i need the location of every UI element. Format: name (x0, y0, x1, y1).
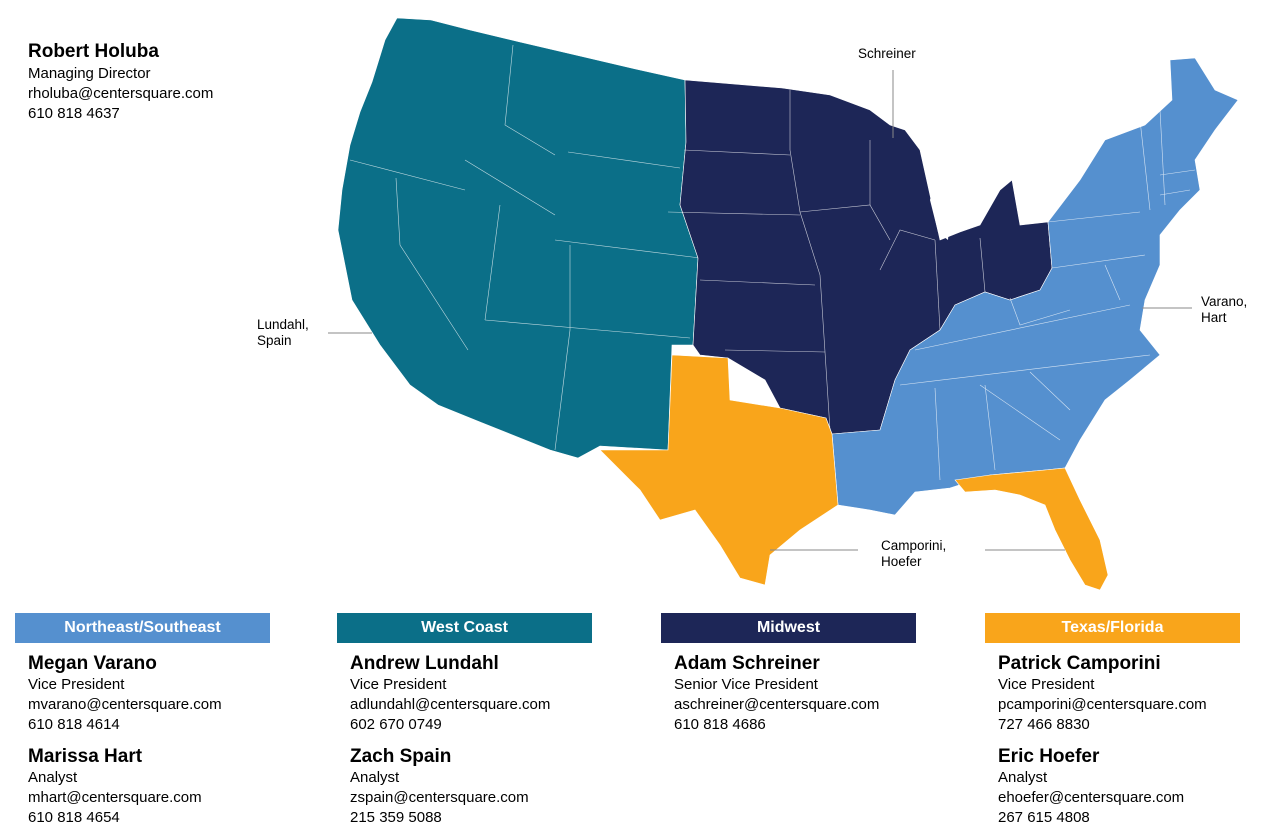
contact-title: Vice President (998, 676, 1095, 693)
us-region-map (328, 17, 1239, 591)
region-texas-shape (599, 354, 839, 586)
director-contact: Robert Holuba Managing Director rholuba@… (28, 40, 213, 124)
region-northeast-southeast-shape (831, 57, 1239, 516)
contact-phone: 267 615 4808 (998, 809, 1090, 826)
callout-lundahl-spain: Lundahl, Spain (257, 317, 309, 349)
region-header-texas-florida: Texas/Florida (985, 613, 1240, 643)
director-phone: 610 818 4637 (28, 105, 120, 122)
region-midwest: Midwest Adam Schreiner Senior Vice Presi… (661, 613, 916, 735)
contact-title: Analyst (350, 769, 400, 786)
callout-lundahl-spain-line1: Lundahl, (257, 317, 309, 332)
region-header-west-coast: West Coast (337, 613, 592, 643)
contact-name: Eric Hoefer (998, 746, 1100, 767)
contact-email: aschreiner@centersquare.com (674, 696, 880, 713)
region-texas-florida: Texas/Florida Patrick Camporini Vice Pre… (985, 613, 1240, 828)
contact-phone: 610 818 4654 (28, 809, 120, 826)
contact-card: Patrick Camporini Vice President pcampor… (998, 653, 1240, 735)
region-florida-shape (954, 467, 1109, 591)
callout-varano-hart: Varano, Hart (1201, 294, 1247, 326)
callout-lundahl-spain-line2: Spain (257, 333, 292, 348)
contact-title: Vice President (350, 676, 447, 693)
callout-schreiner: Schreiner (858, 46, 916, 62)
contact-card: Marissa Hart Analyst mhart@centersquare.… (28, 746, 270, 828)
contact-email: mhart@centersquare.com (28, 789, 202, 806)
callout-varano-hart-line1: Varano, (1201, 294, 1248, 309)
callout-camporini-hoefer: Camporini, Hoefer (881, 538, 946, 570)
callout-varano-hart-line2: Hart (1201, 310, 1227, 325)
region-header-midwest: Midwest (661, 613, 916, 643)
contact-name: Megan Varano (28, 653, 157, 674)
director-title: Managing Director (28, 65, 151, 82)
contact-title: Analyst (998, 769, 1048, 786)
contact-phone: 610 818 4614 (28, 716, 120, 733)
region-west-coast-shape (337, 17, 699, 459)
contact-name: Marissa Hart (28, 746, 143, 767)
contact-name: Adam Schreiner (674, 653, 820, 674)
contact-email: ehoefer@centersquare.com (998, 789, 1185, 806)
callout-camporini-hoefer-line2: Hoefer (881, 554, 922, 569)
contact-name: Zach Spain (350, 746, 452, 767)
callout-camporini-hoefer-line1: Camporini, (881, 538, 947, 553)
region-header-northeast-southeast: Northeast/Southeast (15, 613, 270, 643)
contact-email: zspain@centersquare.com (350, 789, 529, 806)
contact-email: adlundahl@centersquare.com (350, 696, 551, 713)
callout-schreiner-text: Schreiner (858, 46, 916, 61)
contact-email: pcamporini@centersquare.com (998, 696, 1207, 713)
contact-title: Analyst (28, 769, 78, 786)
contact-card: Megan Varano Vice President mvarano@cent… (28, 653, 270, 735)
contact-phone: 602 670 0749 (350, 716, 442, 733)
region-west-coast: West Coast Andrew Lundahl Vice President… (337, 613, 592, 828)
contact-email: mvarano@centersquare.com (28, 696, 222, 713)
contact-phone: 215 359 5088 (350, 809, 442, 826)
region-northeast-southeast: Northeast/Southeast Megan Varano Vice Pr… (15, 613, 270, 828)
contact-card: Zach Spain Analyst zspain@centersquare.c… (350, 746, 592, 828)
contact-name: Andrew Lundahl (350, 653, 499, 674)
director-name: Robert Holuba (28, 41, 159, 62)
contact-card: Eric Hoefer Analyst ehoefer@centersquare… (998, 746, 1240, 828)
contact-card: Adam Schreiner Senior Vice President asc… (674, 653, 916, 735)
contact-phone: 610 818 4686 (674, 716, 766, 733)
contact-name: Patrick Camporini (998, 653, 1161, 674)
contact-card: Andrew Lundahl Vice President adlundahl@… (350, 653, 592, 735)
contact-title: Senior Vice President (674, 676, 818, 693)
contact-title: Vice President (28, 676, 125, 693)
lake-michigan (930, 175, 950, 240)
director-email: rholuba@centersquare.com (28, 85, 214, 102)
contact-phone: 727 466 8830 (998, 716, 1090, 733)
